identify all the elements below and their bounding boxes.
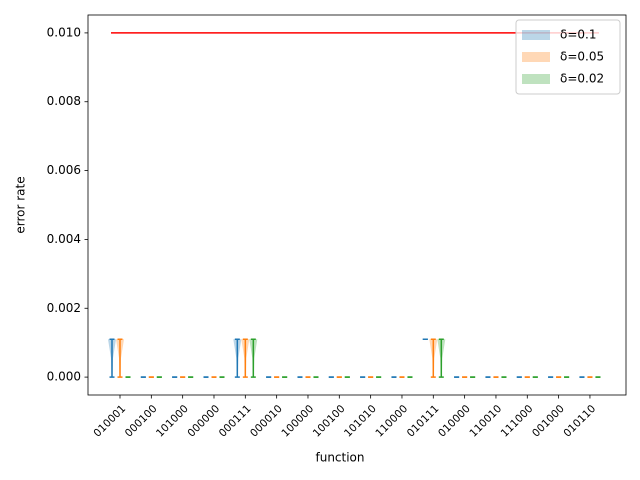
- y-tick-label: 0.004: [47, 232, 81, 246]
- x-tick-label: 010111: [405, 403, 442, 440]
- x-tick-label: 110010: [467, 403, 504, 440]
- x-tick-label: 001000: [530, 403, 567, 440]
- x-tick-label: 110000: [373, 403, 410, 440]
- x-tick-label: 000111: [217, 403, 254, 440]
- x-tick-label: 010000: [436, 403, 473, 440]
- y-tick-label: 0.006: [47, 163, 81, 177]
- legend-swatch: [522, 74, 550, 84]
- y-tick-label: 0.008: [47, 94, 81, 108]
- x-tick-label: 101010: [342, 403, 379, 440]
- x-tick-label: 010110: [561, 403, 598, 440]
- y-tick-label: 0.002: [47, 301, 81, 315]
- x-tick-label: 010001: [91, 403, 128, 440]
- x-axis-label: function: [315, 451, 364, 465]
- x-tick-label: 100000: [279, 403, 316, 440]
- legend-swatch: [522, 52, 550, 62]
- x-tick-label: 101000: [154, 403, 191, 440]
- legend-label: δ=0.1: [560, 28, 596, 42]
- legend-label: δ=0.05: [560, 50, 604, 64]
- legend-swatch: [522, 30, 550, 40]
- x-tick-label: 000000: [185, 403, 222, 440]
- y-tick-label: 0.010: [47, 25, 81, 39]
- x-tick-label: 100100: [311, 403, 348, 440]
- x-tick-label: 111000: [499, 403, 536, 440]
- y-axis-label: error rate: [14, 176, 28, 233]
- y-tick-label: 0.000: [47, 370, 81, 384]
- x-tick-label: 000100: [123, 403, 160, 440]
- x-tick-label: 000010: [248, 403, 285, 440]
- legend-box: [515, 19, 621, 95]
- legend-label: δ=0.02: [560, 72, 604, 86]
- plot-frame: [87, 14, 627, 396]
